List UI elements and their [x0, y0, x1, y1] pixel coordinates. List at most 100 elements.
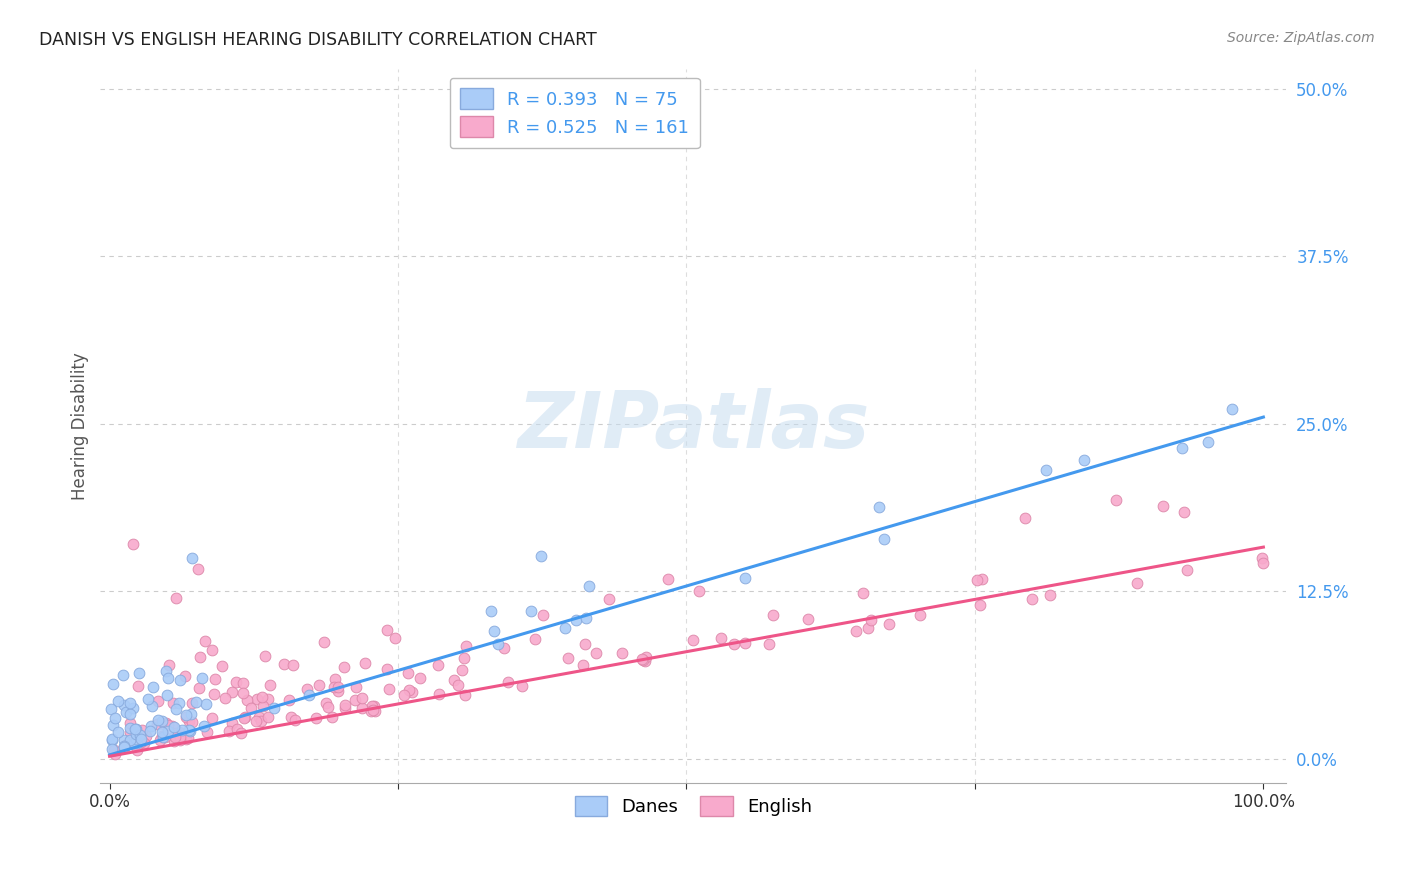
Point	[453, 651, 475, 665]
Point	[321, 710, 343, 724]
Point	[156, 724, 179, 739]
Point	[235, 693, 257, 707]
Point	[107, 694, 129, 708]
Point	[344, 680, 367, 694]
Point	[139, 724, 162, 739]
Point	[250, 690, 273, 704]
Point	[1039, 588, 1062, 602]
Point	[191, 671, 214, 685]
Point	[173, 669, 195, 683]
Point	[246, 691, 269, 706]
Point	[572, 658, 595, 673]
Point	[104, 711, 127, 725]
Point	[312, 635, 335, 649]
Point	[519, 604, 541, 618]
Point	[218, 723, 240, 738]
Point	[169, 730, 191, 744]
Point	[211, 658, 233, 673]
Point	[598, 591, 620, 606]
Point	[152, 716, 174, 731]
Point	[343, 693, 366, 707]
Point	[363, 698, 385, 713]
Point	[398, 682, 420, 697]
Point	[972, 572, 994, 586]
Point	[201, 710, 224, 724]
Point	[128, 665, 150, 680]
Point	[163, 734, 186, 748]
Point	[245, 714, 267, 729]
Point	[141, 699, 163, 714]
Point	[498, 674, 520, 689]
Point	[565, 613, 588, 627]
Point	[326, 683, 349, 698]
Point	[153, 730, 176, 744]
Point	[284, 713, 307, 727]
Point	[146, 694, 169, 708]
Point	[333, 700, 356, 714]
Point	[121, 537, 143, 551]
Point	[360, 699, 382, 714]
Point	[229, 726, 252, 740]
Point	[409, 671, 432, 685]
Point	[226, 722, 249, 736]
Point	[221, 685, 243, 699]
Point	[135, 729, 157, 743]
Point	[152, 725, 174, 739]
Point	[157, 718, 180, 732]
Point	[193, 719, 215, 733]
Point	[125, 727, 148, 741]
Point	[111, 668, 134, 682]
Point	[298, 688, 321, 702]
Point	[103, 743, 125, 757]
Point	[378, 681, 401, 696]
Point	[163, 720, 186, 734]
Point	[167, 696, 190, 710]
Point	[125, 723, 148, 737]
Point	[304, 711, 326, 725]
Point	[1014, 511, 1036, 525]
Point	[263, 701, 285, 715]
Point	[1171, 441, 1194, 455]
Point	[364, 705, 387, 719]
Point	[252, 699, 274, 714]
Point	[139, 719, 162, 733]
Point	[877, 616, 900, 631]
Point	[152, 730, 174, 744]
Point	[612, 646, 634, 660]
Point	[1173, 505, 1195, 519]
Point	[233, 710, 256, 724]
Point	[170, 723, 193, 737]
Point	[112, 733, 135, 747]
Point	[758, 637, 780, 651]
Point	[280, 710, 302, 724]
Point	[101, 742, 124, 756]
Point	[194, 634, 217, 648]
Point	[482, 624, 505, 638]
Point	[118, 707, 141, 722]
Point	[174, 709, 197, 723]
Point	[100, 732, 122, 747]
Point	[443, 673, 465, 688]
Point	[214, 690, 236, 705]
Point	[328, 681, 350, 695]
Point	[179, 723, 201, 738]
Point	[966, 574, 988, 588]
Point	[100, 732, 122, 747]
Point	[510, 679, 533, 693]
Point	[167, 725, 190, 739]
Point	[1251, 557, 1274, 571]
Point	[115, 705, 138, 719]
Point	[361, 703, 384, 717]
Point	[873, 532, 896, 546]
Point	[201, 643, 224, 657]
Point	[225, 674, 247, 689]
Point	[734, 636, 756, 650]
Point	[165, 591, 187, 606]
Point	[852, 586, 875, 600]
Point	[426, 658, 449, 673]
Point	[127, 735, 149, 749]
Point	[353, 656, 375, 670]
Point	[118, 733, 141, 747]
Point	[1073, 452, 1095, 467]
Point	[120, 696, 142, 710]
